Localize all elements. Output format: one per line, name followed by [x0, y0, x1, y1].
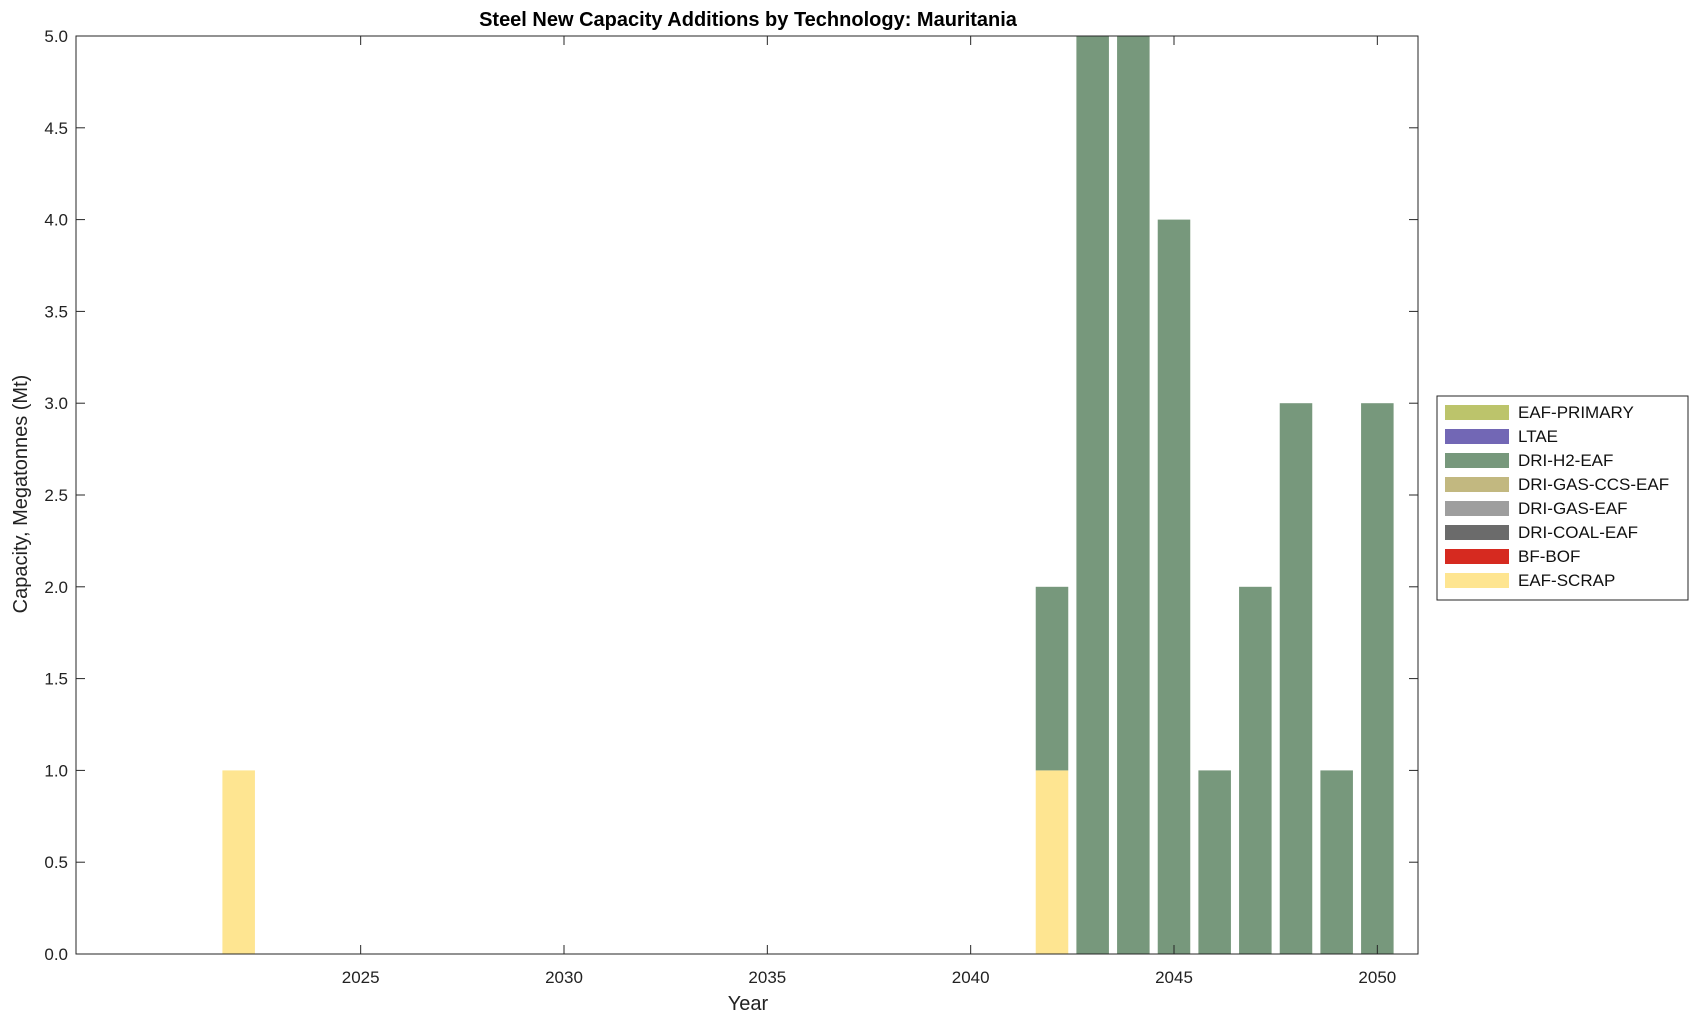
bars-layer	[222, 36, 1394, 955]
y-tick-label: 2.5	[44, 486, 68, 505]
legend-frame	[1436, 395, 1689, 601]
x-tick-label: 2030	[545, 968, 583, 987]
x-tick-label: 2045	[1155, 968, 1193, 987]
bar-dri-h2-eaf-2047	[1239, 586, 1272, 954]
bar-dri-h2-eaf-2049	[1320, 770, 1353, 954]
legend-swatch-dri-h2-eaf	[1445, 453, 1509, 468]
y-tick-label: 4.0	[44, 211, 68, 230]
legend-swatch-bf-bof	[1445, 549, 1509, 564]
legend-swatch-dri-coal-eaf	[1445, 525, 1509, 540]
y-axis-title: Capacity, Megatonnes (Mt)	[10, 375, 32, 614]
bar-dri-h2-eaf-2050	[1361, 403, 1394, 954]
legend-label-bf-bof: BF-BOF	[1518, 547, 1580, 566]
bar-dri-h2-eaf-2043	[1076, 36, 1109, 954]
bar-eaf-scrap-2042	[1035, 770, 1069, 954]
x-axis-title: Year	[728, 993, 769, 1015]
bar-dri-h2-eaf-2042	[1035, 586, 1069, 771]
y-tick-label: 0.0	[44, 945, 68, 964]
x-tick-label: 2025	[342, 968, 380, 987]
legend-label-eaf-scrap: EAF-SCRAP	[1518, 571, 1615, 590]
legend-swatch-eaf-scrap	[1445, 573, 1509, 588]
y-tick-label: 4.5	[44, 119, 68, 138]
x-tick-label: 2035	[748, 968, 786, 987]
chart-title: Steel New Capacity Additions by Technolo…	[479, 9, 1018, 31]
y-tick-label: 1.5	[44, 670, 68, 689]
legend-swatch-eaf-primary	[1445, 405, 1509, 420]
x-tick-label: 2040	[952, 968, 990, 987]
legend-label-dri-coal-eaf: DRI-COAL-EAF	[1518, 523, 1638, 542]
legend-swatch-dri-gas-eaf	[1445, 501, 1509, 516]
bar-dri-h2-eaf-2045	[1157, 219, 1191, 955]
legend-swatch-dri-gas-ccs-eaf	[1445, 477, 1509, 492]
legend-label-dri-gas-ccs-eaf: DRI-GAS-CCS-EAF	[1518, 475, 1669, 494]
bar-dri-h2-eaf-2046	[1198, 770, 1231, 954]
y-tick-label: 3.0	[44, 394, 68, 413]
legend-label-eaf-primary: EAF-PRIMARY	[1518, 403, 1634, 422]
bar-eaf-scrap-2022	[222, 770, 255, 954]
x-tick-label: 2050	[1358, 968, 1396, 987]
y-tick-label: 0.5	[44, 853, 68, 872]
bar-dri-h2-eaf-2044	[1117, 36, 1150, 954]
legend: EAF-PRIMARY LTAE DRI-H2-EAF DRI-GAS-CCS-EAF…	[1436, 395, 1689, 601]
bar-dri-h2-eaf-2048	[1279, 403, 1313, 954]
legend-swatch-ltae	[1445, 429, 1509, 444]
y-tick-label: 5.0	[44, 27, 68, 46]
legend-label-ltae: LTAE	[1518, 427, 1558, 446]
y-tick-label: 3.5	[44, 302, 68, 321]
legend-label-dri-gas-eaf: DRI-GAS-EAF	[1518, 499, 1628, 518]
legend-label-dri-h2-eaf: DRI-H2-EAF	[1518, 451, 1613, 470]
y-tick-label: 2.0	[44, 578, 68, 597]
y-tick-label: 1.0	[44, 761, 68, 780]
axes-layer: 0.0 0.5 1.0 1.5 2.0 2.5 3.0 3.5 4.0 4.5 5.0 2025 203…	[44, 27, 1419, 987]
